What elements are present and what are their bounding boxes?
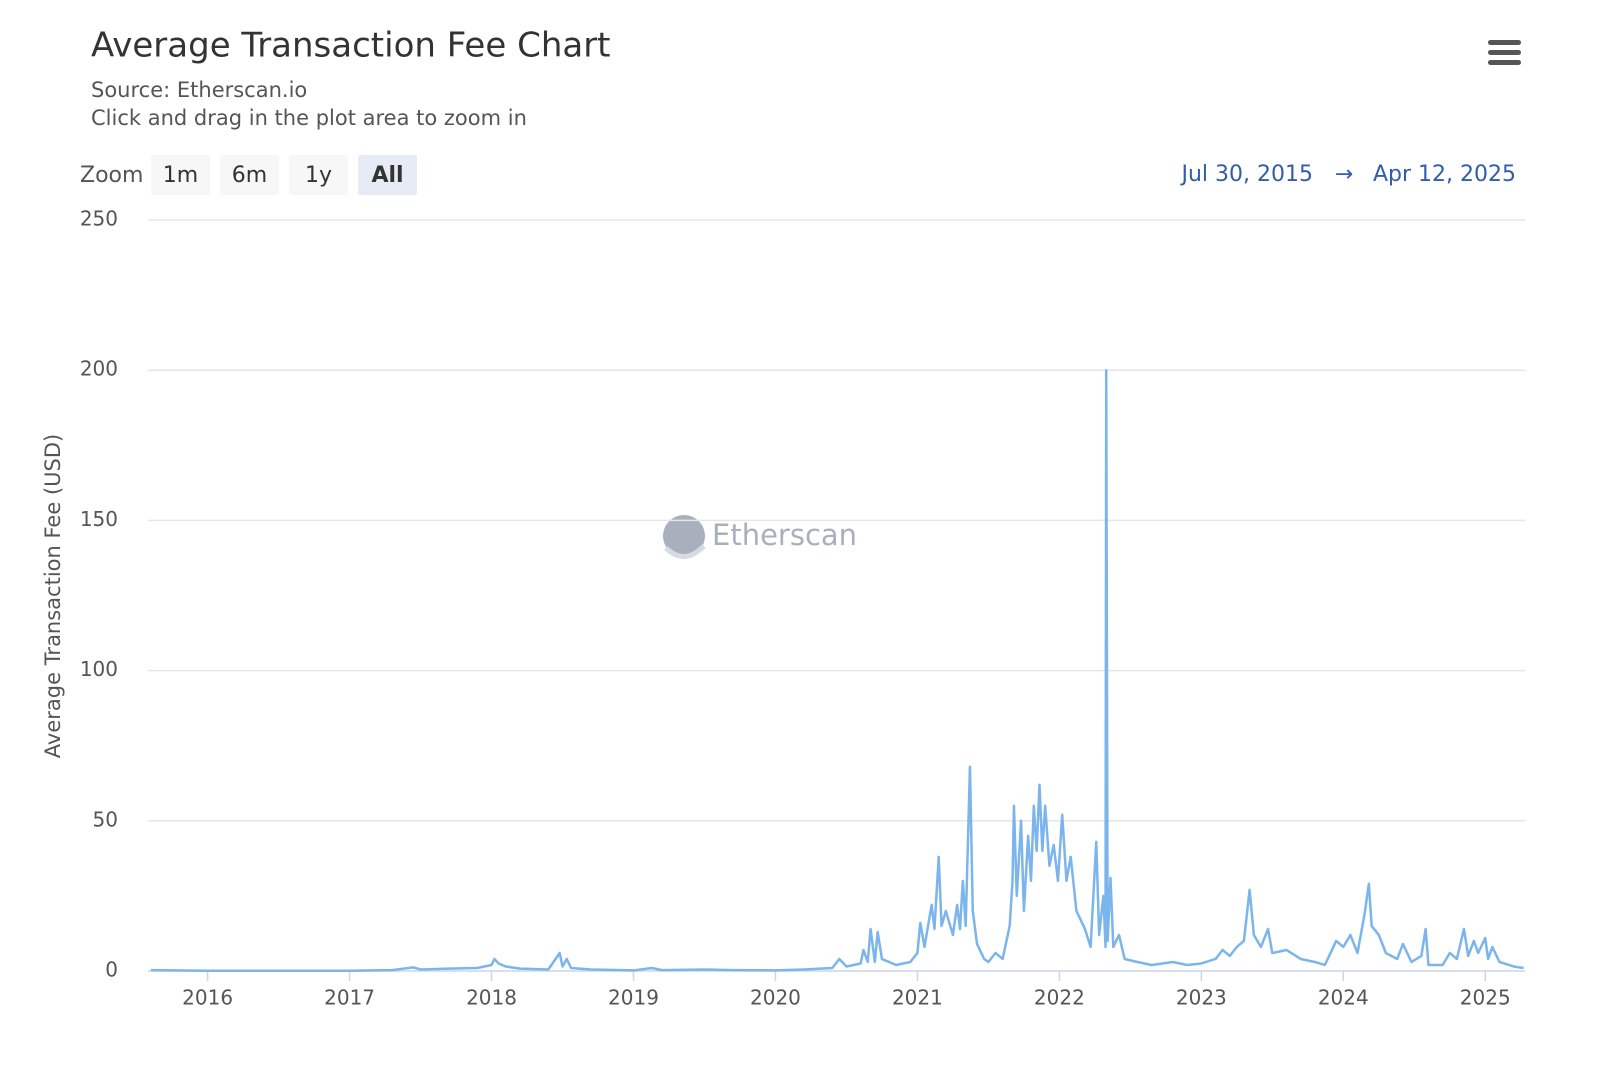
- zoom-button-label[interactable]: 1y: [305, 163, 332, 188]
- y-axis-title: Average Transaction Fee (USD): [41, 434, 65, 758]
- watermark-text: Etherscan: [712, 518, 857, 552]
- watermark-logo: [663, 515, 705, 557]
- range-arrow: →: [1335, 162, 1353, 187]
- zoom-button-label[interactable]: All: [371, 163, 403, 188]
- menu-bar: [1488, 40, 1521, 45]
- menu-bar: [1488, 60, 1521, 65]
- y-tick-label: 100: [80, 657, 118, 681]
- zoom-button-label[interactable]: 1m: [163, 163, 198, 188]
- x-tick-label: 2024: [1318, 986, 1369, 1010]
- zoom-label: Zoom: [80, 163, 143, 188]
- menu-bar: [1488, 50, 1521, 55]
- chart-subtitle: Click and drag in the plot area to zoom …: [91, 106, 527, 130]
- x-tick-label: 2025: [1460, 986, 1511, 1010]
- zoom-button[interactable]: [358, 155, 417, 195]
- range-from[interactable]: Jul 30, 2015: [1179, 162, 1313, 187]
- range-to[interactable]: Apr 12, 2025: [1373, 162, 1516, 187]
- x-tick-label: 2019: [608, 986, 659, 1010]
- zoom-button[interactable]: [289, 155, 348, 195]
- x-tick-label: 2018: [466, 986, 517, 1010]
- x-tick-label: 2021: [892, 986, 943, 1010]
- y-tick-label: 250: [80, 207, 118, 231]
- zoom-button-label[interactable]: 6m: [232, 163, 267, 188]
- y-tick-label: 150: [80, 507, 118, 531]
- zoom-button[interactable]: [220, 155, 279, 195]
- chart-subtitle: Source: Etherscan.io: [91, 78, 307, 102]
- x-tick-label: 2020: [750, 986, 801, 1010]
- x-tick-label: 2017: [324, 986, 375, 1010]
- zoom-button[interactable]: [151, 155, 210, 195]
- watermark: Etherscan: [663, 515, 857, 559]
- x-tick-label: 2016: [182, 986, 233, 1010]
- data-line: [150, 368, 1524, 972]
- y-tick-label: 200: [80, 357, 118, 381]
- menu-icon[interactable]: [1488, 40, 1521, 65]
- x-tick-label: 2023: [1176, 986, 1227, 1010]
- watermark-logo: [664, 544, 706, 559]
- y-tick-label: 50: [93, 807, 118, 831]
- chart-title: Average Transaction Fee Chart: [91, 26, 611, 66]
- x-tick-label: 2022: [1034, 986, 1085, 1010]
- y-tick-label: 0: [105, 958, 118, 982]
